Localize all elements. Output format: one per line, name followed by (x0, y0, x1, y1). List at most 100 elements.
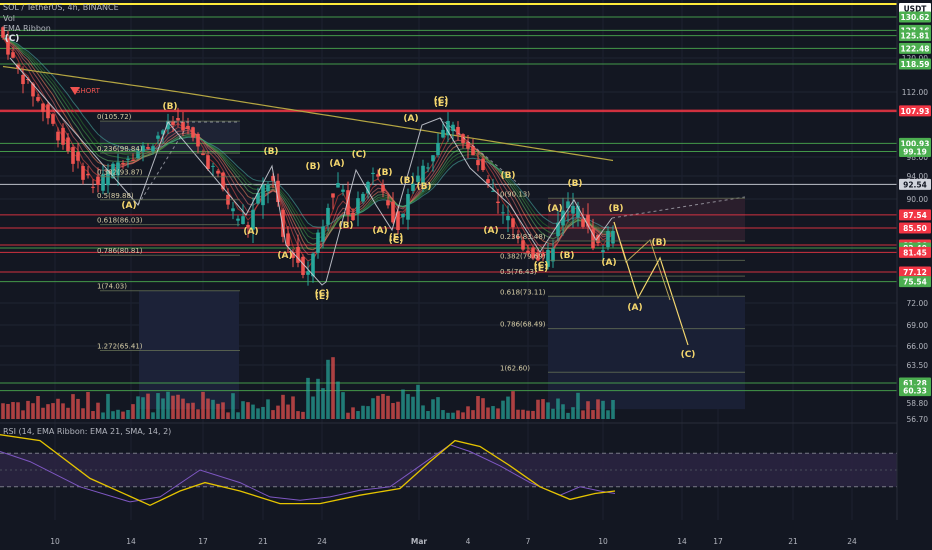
axis-tick-label: 66.00 (907, 342, 929, 351)
volume-bar (131, 404, 135, 419)
candle-body (306, 271, 310, 275)
volume-bar (401, 389, 405, 419)
candle-body (286, 233, 290, 247)
wave-label: (C) (5, 34, 20, 44)
volume-bar (261, 406, 265, 419)
volume-bar (306, 377, 310, 419)
fib-labels: 0(105.72) 0.236(98.84) 0.382(93.87) 0.5(89.… (97, 113, 745, 373)
wave-label: (E) (315, 292, 329, 302)
candle-body (131, 159, 135, 161)
price-tag (899, 276, 931, 288)
horizontal-levels[interactable] (0, 3, 932, 392)
volume-bar (421, 405, 425, 419)
volume-bar (221, 402, 225, 419)
candle-body (491, 190, 495, 192)
wave-label: (C) (681, 350, 696, 360)
price-tag (899, 11, 931, 23)
price-tag-label: 75.54 (903, 278, 927, 287)
volume-bar (571, 407, 575, 419)
price-tag (899, 222, 931, 234)
candle-body (321, 226, 325, 242)
volume-bar (501, 400, 505, 419)
volume-bar (406, 394, 410, 419)
candle-body (571, 205, 575, 214)
fib-label: 0.382(93.87) (97, 169, 143, 177)
candle-body (381, 184, 385, 192)
volume-bar (281, 394, 285, 419)
price-tag (899, 30, 931, 42)
price-tag-label: 77.12 (903, 268, 927, 277)
rsi-panel[interactable]: 100.0080.0060.0040.0020.000.00 (0, 424, 928, 517)
fib-label: 0(90.13) (500, 190, 530, 198)
candle-body (316, 232, 320, 253)
sma-line (2, 65, 614, 162)
candle-body (136, 151, 140, 159)
wave-label: (C) (389, 236, 404, 246)
candle-body (106, 171, 110, 186)
volume-bar (181, 398, 185, 419)
wave-label: (A) (483, 226, 498, 236)
fib-label: 0.382(79.69) (500, 252, 546, 260)
candle-body (231, 208, 235, 212)
candle-body (311, 253, 315, 277)
candle-body (196, 133, 200, 147)
candle-body (251, 209, 255, 230)
volume-bar (231, 393, 235, 419)
candle-body (91, 186, 95, 188)
volume-bar (256, 408, 260, 419)
volume-bar (276, 405, 280, 419)
volume-bar (296, 411, 300, 419)
candle-body (206, 155, 210, 169)
time-axis[interactable]: 10 14 17 21 24 Mar 4 7 10 14 17 21 24 (0, 532, 932, 550)
volume-bar (301, 411, 305, 419)
candle-body (221, 172, 225, 190)
volume-bar (81, 408, 85, 419)
volume-bar (551, 408, 555, 419)
candle-body (341, 189, 345, 192)
price-tag-label: 122.48 (901, 44, 930, 53)
volume-bar (526, 410, 530, 419)
axis-tick-label: 56.70 (907, 415, 929, 424)
volume-bar (196, 409, 200, 419)
candle-body (466, 142, 470, 149)
candle-body (181, 121, 185, 131)
candle-body (121, 162, 125, 164)
volume-bar (76, 398, 80, 419)
candle-body (606, 231, 610, 248)
volume-bar (61, 403, 65, 419)
candle-body (376, 174, 380, 177)
volume-bar (606, 410, 610, 419)
price-tag-label: 107.93 (901, 107, 930, 116)
candle-body (501, 212, 505, 214)
volume-bar (101, 412, 105, 419)
candle-body (276, 180, 280, 203)
wave-label: (B) (263, 147, 278, 157)
volume-bar (521, 409, 525, 419)
axis-tick-label: 90.00 (907, 195, 929, 204)
price-tag-label: 60.33 (903, 387, 927, 396)
candle-body (146, 147, 150, 149)
price-axis[interactable]: 120.00112.0098.0094.0090.0072.0069.0066.… (896, 0, 932, 550)
volume-bar (316, 378, 320, 419)
ema-line (2, 37, 614, 251)
volume-bar (431, 399, 435, 419)
candle-body (41, 103, 45, 112)
volume-bar (211, 399, 215, 419)
candle-body (446, 120, 450, 136)
rsi-band (0, 453, 897, 487)
candle-body (161, 130, 165, 135)
volume-bar (201, 391, 205, 419)
volume-bar (611, 399, 615, 419)
candle-body (241, 216, 245, 225)
short-annotation: SHORT (70, 87, 101, 95)
candle-body (6, 38, 10, 55)
volume-bar (566, 412, 570, 419)
wave-label: (B) (500, 171, 515, 181)
candle-body (576, 205, 580, 218)
volume-bar (26, 400, 30, 419)
volume-bar (336, 381, 340, 419)
candle-body (141, 145, 145, 152)
candle-body (411, 183, 415, 191)
candle-body (441, 129, 445, 138)
